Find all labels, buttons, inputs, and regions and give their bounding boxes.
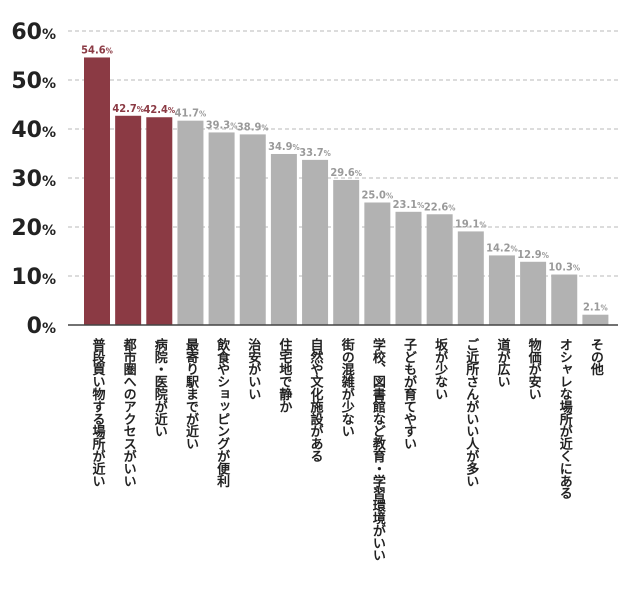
data-label: 42.4% [143,103,175,116]
category-label: 普段買い物する場所が近い [90,337,106,487]
data-label: 54.6% [81,43,113,56]
y-tick-label: 10% [11,265,56,290]
category-label: ご近所さんがいい人が多い [463,337,479,487]
category-label: 飲食やショッピングが便利 [214,337,231,488]
bar [146,117,173,326]
category-label: 病院・医院が近い [152,337,168,438]
category-label: 治安がいい [245,337,261,401]
bar [395,211,422,325]
bar [364,202,391,325]
category-label: 都市圏へのアクセスがいい [121,337,138,487]
data-label: 14.2% [486,241,518,254]
category-label: 物価が安い [526,337,543,401]
y-tick-label: 40% [11,118,56,143]
bar [582,314,609,325]
data-label: 34.9% [268,140,300,153]
data-label: 42.7% [112,102,144,115]
y-tick-label: 0% [27,314,56,339]
data-label: 39.3% [206,118,238,131]
category-label: 街の混雑が少ない [339,337,356,438]
category-label: 自然や文化施設がある [308,337,324,463]
bar [177,120,204,325]
data-label: 29.6% [330,166,362,179]
data-label: 12.9% [517,248,549,261]
bar [84,57,110,326]
data-label: 25.0% [362,189,394,202]
data-label: 41.7% [175,107,207,120]
bar [551,274,578,325]
y-tick-label: 30% [11,167,56,192]
bar [520,261,547,325]
data-label: 23.1% [393,198,425,211]
y-axis-ticks: 0% 10% 20% 30% 40% 50% 60% [11,20,56,339]
data-label: 33.7% [299,146,331,159]
bar [302,159,329,325]
data-label: 38.9% [237,120,269,133]
category-label: オシャレな場所が近くにある [557,338,573,500]
data-label: 10.3% [548,261,580,274]
bar [457,231,484,325]
bar [333,179,360,325]
category-label: 坂が少ない [432,337,449,401]
bars [84,57,609,326]
y-tick-label: 60% [11,20,56,45]
data-labels: 54.6% 42.7% 42.4% 41.7%39.3% 38.9% 34.9% 33.7%… [81,43,608,313]
bar [488,255,515,325]
category-label: 住宅地で静か [276,337,292,413]
data-label: 2.1% [583,301,608,314]
category-labels: 普段買い物する場所が近い 都市圏へのアクセスがいい 病院・医院が近い 最寄り駅までが近… [90,337,605,562]
bar [239,134,266,325]
bar [426,214,453,325]
bar [270,153,297,325]
category-label: その他 [588,338,605,377]
category-label: 学校、図書館など教育・学習環境がいい [370,337,387,562]
data-label: 22.6% [424,200,456,213]
y-tick-label: 20% [11,216,56,241]
data-label: 19.1% [455,217,487,230]
y-tick-label: 50% [11,69,56,94]
category-label: 子どもが育てやすい [401,338,417,451]
category-label: 道が広い [494,337,510,388]
category-label: 最寄り駅までが近い [183,338,200,451]
bar [208,132,235,325]
bar [115,115,142,326]
